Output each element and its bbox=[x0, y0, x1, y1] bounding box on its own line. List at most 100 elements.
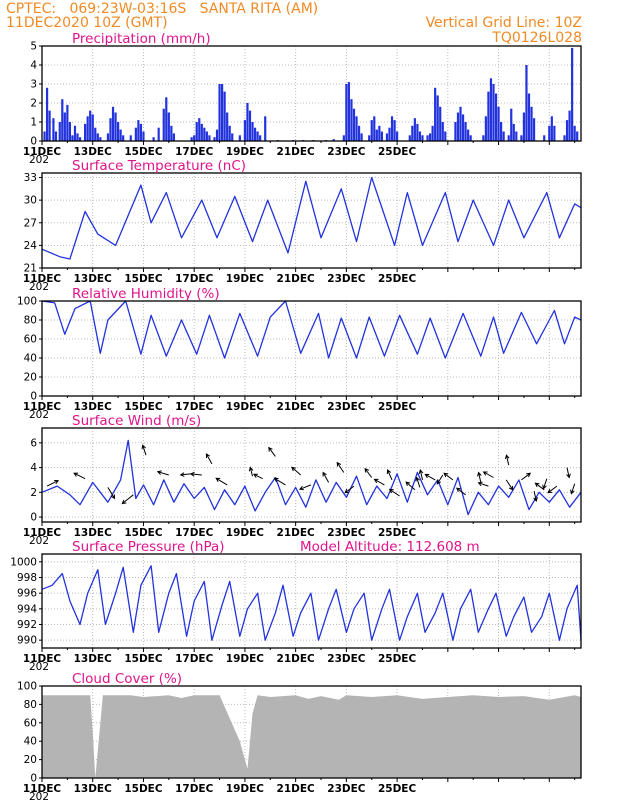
y-tick-label: 33 bbox=[24, 172, 37, 184]
x-date-label: 25DEC bbox=[378, 273, 417, 285]
precip-bar bbox=[61, 99, 64, 141]
precipitation-panel bbox=[39, 45, 582, 145]
precip-bar bbox=[91, 114, 94, 141]
x-date-label: 15DEC bbox=[124, 653, 163, 665]
precip-bar bbox=[393, 120, 396, 141]
wind-arrow bbox=[405, 481, 416, 491]
precip-bar bbox=[520, 135, 523, 141]
precip-bar bbox=[378, 125, 381, 141]
wind-title: Surface Wind (m/s) bbox=[72, 413, 201, 429]
wind-arrow bbox=[121, 494, 134, 505]
wind-arrow bbox=[268, 446, 276, 457]
wind-arrow bbox=[415, 476, 421, 488]
precip-bar bbox=[368, 135, 371, 141]
precip-bar bbox=[162, 108, 165, 141]
precip-bar bbox=[370, 120, 373, 141]
precip-bar bbox=[360, 133, 363, 141]
wind-arrow bbox=[533, 490, 538, 503]
cloud-panel bbox=[39, 685, 582, 782]
precip-bar bbox=[426, 135, 429, 141]
precip-bar bbox=[68, 122, 72, 141]
wind-arrow bbox=[570, 483, 576, 495]
precip-bar bbox=[78, 137, 82, 141]
y-tick-label: 2 bbox=[30, 98, 37, 110]
year-label: 202 bbox=[29, 791, 49, 800]
precip-bar bbox=[411, 125, 414, 141]
wind-arrow bbox=[436, 474, 444, 485]
y-tick-label: 20 bbox=[24, 372, 37, 384]
precip-bar bbox=[111, 106, 115, 141]
y-tick-label: 994 bbox=[17, 603, 37, 615]
y-tick-label: 998 bbox=[17, 572, 37, 584]
x-date-label: 17DEC bbox=[175, 401, 214, 413]
precip-bar bbox=[253, 127, 257, 141]
x-date-label: 19DEC bbox=[226, 527, 265, 539]
precip-bar bbox=[193, 135, 196, 141]
y-tick-label: 24 bbox=[24, 240, 38, 252]
x-date-label: 17DEC bbox=[175, 273, 214, 285]
x-date-label: 19DEC bbox=[226, 401, 265, 413]
x-date-label: 15DEC bbox=[124, 783, 163, 795]
precip-bar bbox=[464, 122, 467, 141]
x-date-label: 13DEC bbox=[74, 783, 113, 795]
wind-arrow bbox=[424, 473, 436, 481]
wind-arrow bbox=[542, 478, 548, 490]
precip-bar bbox=[347, 82, 351, 141]
precip-bar bbox=[73, 125, 77, 141]
wind-arrow bbox=[107, 487, 116, 500]
precip-bar bbox=[71, 135, 74, 141]
wind-arrow bbox=[46, 480, 60, 487]
precip-bar bbox=[96, 133, 99, 141]
wind-arrow bbox=[505, 479, 514, 491]
wind-arrow bbox=[252, 473, 263, 480]
wind-arrow bbox=[521, 472, 532, 481]
wind-arrow bbox=[418, 468, 424, 481]
precip-bar bbox=[571, 47, 574, 141]
cloud-frame bbox=[41, 685, 582, 779]
precip-bar bbox=[119, 129, 122, 141]
temperature-line bbox=[41, 176, 582, 260]
wind-arrow bbox=[443, 472, 454, 481]
precip-bar bbox=[152, 137, 155, 141]
temperature-panel bbox=[39, 172, 582, 272]
precip-bar bbox=[563, 135, 566, 141]
precip-bar bbox=[357, 125, 361, 141]
x-date-label: 13DEC bbox=[74, 146, 113, 158]
precip-bar bbox=[114, 112, 117, 141]
wind-arrow bbox=[547, 485, 558, 494]
precip-bar bbox=[167, 112, 170, 141]
wind-arrow bbox=[373, 478, 385, 486]
x-date-label: 23DEC bbox=[327, 146, 366, 158]
precip-bar bbox=[380, 131, 383, 141]
precip-bar bbox=[43, 131, 46, 141]
y-tick-label: 40 bbox=[24, 353, 37, 365]
precip-bar bbox=[484, 116, 487, 141]
wind-arrow bbox=[504, 454, 510, 466]
y-tick-label: 990 bbox=[17, 635, 37, 647]
year-label: 202 bbox=[29, 154, 49, 166]
precip-bar bbox=[461, 114, 465, 141]
x-date-label: 11DEC bbox=[23, 527, 62, 539]
wind-arrow bbox=[477, 481, 489, 487]
precip-bar bbox=[109, 118, 112, 141]
x-date-label: 25DEC bbox=[378, 401, 417, 413]
precip-bar bbox=[441, 122, 444, 141]
precip-bar bbox=[66, 104, 69, 141]
x-date-label: 25DEC bbox=[378, 653, 417, 665]
precip-bar bbox=[413, 118, 416, 141]
x-date-label: 23DEC bbox=[327, 273, 366, 285]
x-date-label: 23DEC bbox=[327, 653, 366, 665]
x-date-label: 23DEC bbox=[327, 401, 366, 413]
x-date-label: 21DEC bbox=[277, 146, 316, 158]
precip-bar bbox=[165, 97, 168, 141]
x-date-label: 17DEC bbox=[175, 783, 214, 795]
precip-bar bbox=[352, 108, 356, 141]
precip-bar bbox=[428, 133, 432, 141]
precipitation-frame bbox=[41, 45, 582, 142]
precip-bar bbox=[467, 129, 470, 141]
precip-bar bbox=[456, 112, 460, 141]
precip-bar bbox=[434, 87, 437, 141]
cloud-title: Cloud Cover (%) bbox=[72, 671, 182, 687]
precip-bar bbox=[573, 125, 576, 141]
precip-bar bbox=[218, 84, 221, 141]
